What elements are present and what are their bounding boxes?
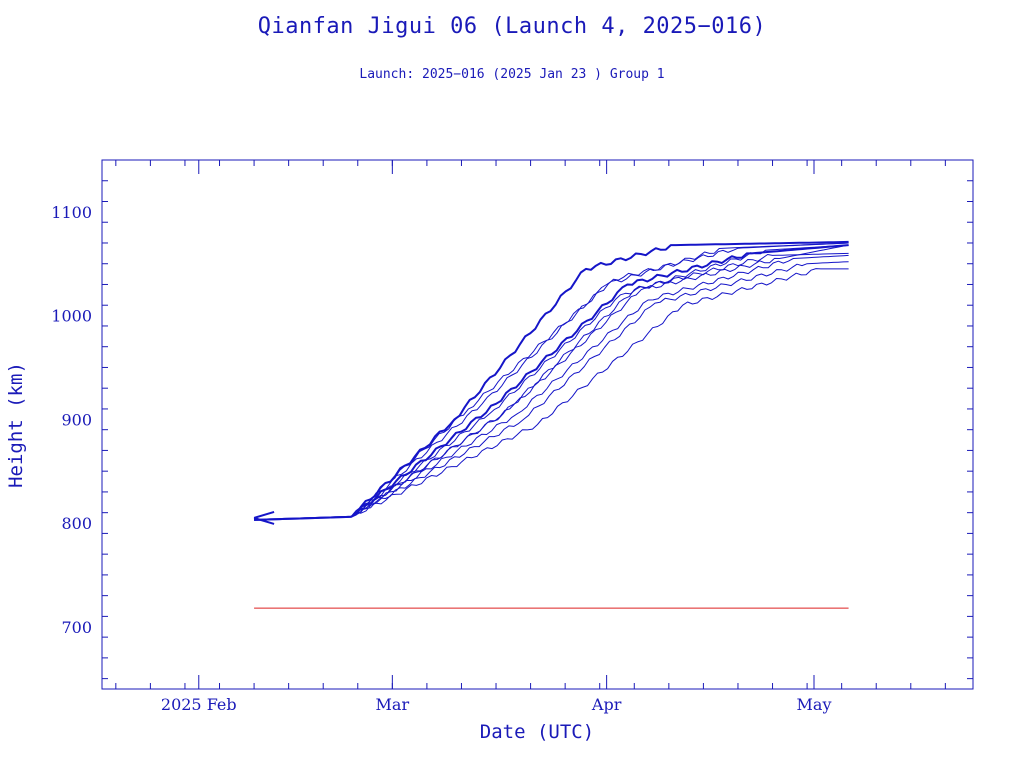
x-tick-label: Mar: [376, 695, 410, 714]
y-tick-label: 1000: [51, 307, 92, 326]
arrow-head-icon: [253, 510, 275, 525]
chart-title: Qianfan Jigui 06 (Launch 4, 2025−016): [257, 14, 767, 39]
series-group: [253, 240, 849, 525]
x-axis-title: Date (UTC): [480, 721, 594, 743]
y-tick-label: 900: [61, 410, 92, 429]
series-line: [254, 254, 849, 521]
series-line: [254, 252, 849, 521]
y-tick-labels: 700 800 900 1000 1100: [51, 203, 92, 637]
series-line: [254, 242, 849, 521]
chart-subtitle: Launch: 2025−016 (2025 Jan 23 ) Group 1: [359, 67, 665, 82]
x-tick-label: Apr: [591, 695, 622, 714]
y-tick-label: 800: [61, 514, 92, 533]
x-tick-labels: 2025 Feb Mar Apr May: [161, 695, 832, 714]
x-tick-label: May: [797, 695, 832, 714]
y-tick-label: 700: [61, 618, 92, 637]
x-tick-label: 2025 Feb: [161, 695, 237, 714]
plot-frame: [101, 159, 974, 690]
y-tick-label: 1100: [51, 203, 92, 222]
series-line: [254, 261, 849, 521]
y-axis-title: Height (km): [5, 362, 27, 488]
series-line: [254, 244, 849, 521]
axis-ticks: [102, 159, 973, 689]
